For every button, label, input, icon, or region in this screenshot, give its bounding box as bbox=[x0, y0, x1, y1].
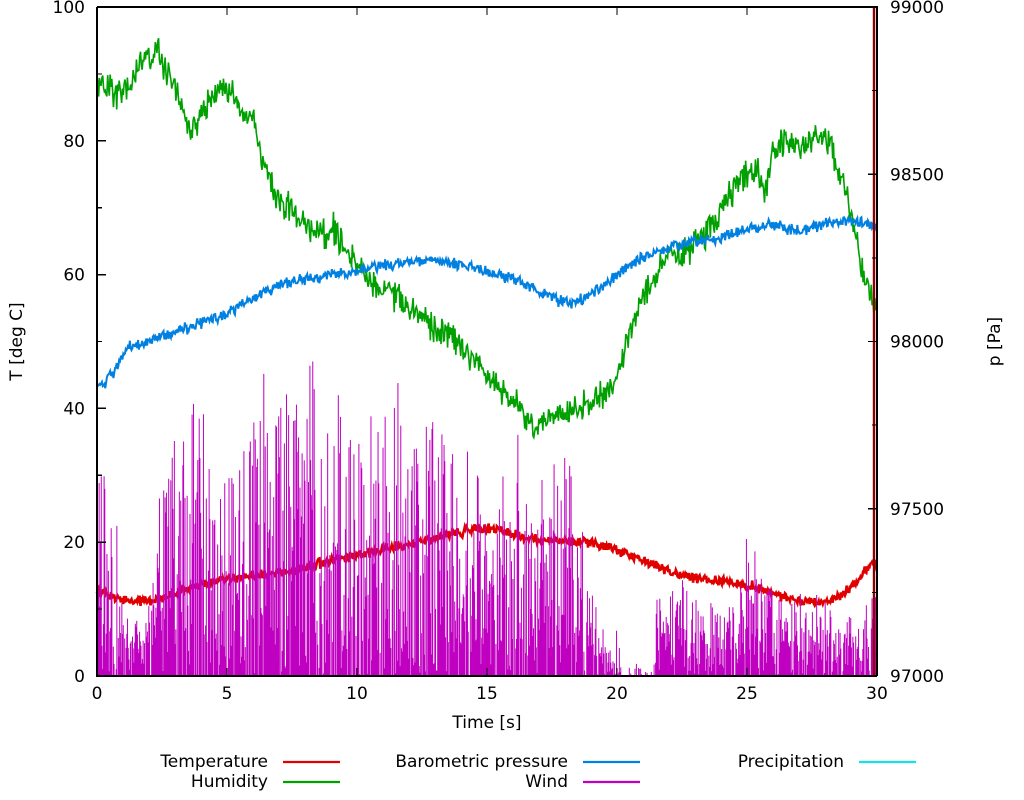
y-axis-title-right: p [Pa] bbox=[985, 317, 1005, 366]
xtick-label: 0 bbox=[92, 684, 103, 704]
ytick-label-left: 100 bbox=[53, 0, 85, 18]
xtick-label: 15 bbox=[476, 684, 498, 704]
xtick-label: 20 bbox=[606, 684, 628, 704]
legend-label-precipitation: Precipitation bbox=[738, 752, 844, 772]
legend-label-wind: Wind bbox=[525, 772, 568, 792]
ytick-label-left: 80 bbox=[63, 132, 85, 152]
xtick-label: 10 bbox=[346, 684, 368, 704]
ytick-label-right: 97000 bbox=[890, 667, 944, 687]
series-barometric-pressure bbox=[96, 214, 878, 389]
axis-title-layer: Time [s] T [deg C] p [Pa] bbox=[7, 302, 1005, 733]
legend-label-barometric-pressure: Barometric pressure bbox=[395, 752, 568, 772]
series-layer bbox=[95, 7, 879, 676]
ytick-label-right: 98500 bbox=[890, 165, 944, 185]
ytick-label-right: 98000 bbox=[890, 333, 944, 353]
ytick-label-left: 40 bbox=[63, 399, 85, 419]
tick-label-layer: 0 5 10 15 20 25 30 0 20 40 60 80 100 97000 97500 98000 9… bbox=[53, 0, 945, 704]
y-axis-title-left: T [deg C] bbox=[7, 302, 27, 381]
x-axis-title: Time [s] bbox=[451, 713, 521, 733]
ytick-label-left: 0 bbox=[74, 667, 85, 687]
ytick-label-left: 20 bbox=[63, 533, 85, 553]
ytick-label-left: 60 bbox=[63, 266, 85, 286]
ytick-label-right: 97500 bbox=[890, 500, 944, 520]
xtick-label: 25 bbox=[736, 684, 758, 704]
xtick-label: 5 bbox=[222, 684, 233, 704]
xtick-label: 30 bbox=[866, 684, 888, 704]
ytick-label-right: 99000 bbox=[890, 0, 944, 18]
legend-label-temperature: Temperature bbox=[159, 752, 268, 772]
series-humidity bbox=[96, 37, 878, 441]
legend-label-humidity: Humidity bbox=[191, 772, 268, 792]
tick-layer bbox=[96, 6, 878, 677]
